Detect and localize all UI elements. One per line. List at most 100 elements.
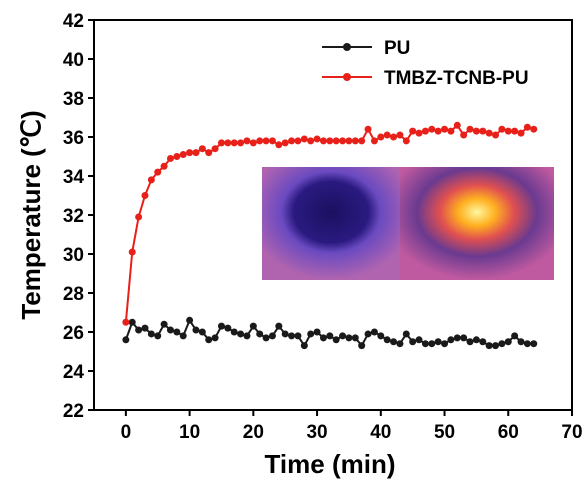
data-point <box>364 330 372 338</box>
data-point <box>434 127 442 135</box>
data-point <box>415 336 423 344</box>
data-point <box>479 127 487 135</box>
data-point <box>441 340 449 348</box>
data-point <box>230 328 238 336</box>
data-point <box>479 338 487 346</box>
data-point <box>275 141 283 149</box>
legend-label: PU <box>384 38 410 59</box>
x-tick-label: 60 <box>498 422 519 443</box>
data-point <box>313 328 321 336</box>
data-point <box>128 318 136 326</box>
data-point <box>147 176 155 184</box>
data-point <box>383 336 391 344</box>
data-point <box>186 149 194 157</box>
data-point <box>326 332 334 340</box>
data-point <box>453 334 461 342</box>
data-point <box>256 137 264 145</box>
data-point <box>249 322 257 330</box>
data-point <box>128 248 136 256</box>
data-point <box>173 328 181 336</box>
data-point <box>294 332 302 340</box>
data-point <box>135 213 143 221</box>
data-point <box>453 121 461 129</box>
y-tick-label: 28 <box>63 284 84 305</box>
data-point <box>288 332 296 340</box>
data-point <box>300 135 308 143</box>
data-point <box>332 336 340 344</box>
x-axis-title: Time (min) <box>265 449 396 479</box>
data-point <box>147 330 155 338</box>
data-point <box>530 125 538 133</box>
y-axis-title: Temperature (℃) <box>16 110 46 319</box>
data-point <box>192 326 200 334</box>
legend-marker <box>343 43 351 51</box>
data-point <box>249 139 257 147</box>
data-point <box>472 127 480 135</box>
data-point <box>166 154 174 162</box>
inset-image <box>262 167 554 280</box>
legend-label: TMBZ-TCNB-PU <box>384 68 529 89</box>
data-point <box>358 137 366 145</box>
data-point <box>154 332 162 340</box>
data-point <box>230 139 238 147</box>
data-point <box>224 139 232 147</box>
y-tick-label: 38 <box>63 89 84 110</box>
data-point <box>460 334 468 342</box>
data-point <box>485 342 493 350</box>
data-point <box>166 326 174 334</box>
data-point <box>472 336 480 344</box>
data-point <box>523 123 531 131</box>
data-point <box>237 330 245 338</box>
data-point <box>160 162 168 170</box>
data-point <box>122 336 130 344</box>
data-point <box>332 137 340 145</box>
x-tick-label: 40 <box>370 422 391 443</box>
x-tick-label: 50 <box>434 422 455 443</box>
data-point <box>441 125 449 133</box>
data-point <box>364 125 372 133</box>
data-point <box>466 125 474 133</box>
data-point <box>428 340 436 348</box>
data-point <box>409 127 417 135</box>
data-point <box>402 330 410 338</box>
data-point <box>421 340 429 348</box>
x-tick-label: 0 <box>121 422 132 443</box>
y-tick-label: 40 <box>63 50 84 71</box>
data-point <box>275 322 283 330</box>
data-point <box>141 324 149 332</box>
y-tick-label: 42 <box>63 11 84 32</box>
data-point <box>447 127 455 135</box>
data-point <box>243 332 251 340</box>
data-point <box>268 137 276 145</box>
data-point <box>383 131 391 139</box>
data-point <box>205 336 213 344</box>
y-tick-label: 24 <box>63 362 85 383</box>
data-point <box>511 127 519 135</box>
data-point <box>186 316 194 324</box>
data-point <box>396 340 404 348</box>
data-point <box>351 334 359 342</box>
y-tick-label: 26 <box>63 323 84 344</box>
data-point <box>294 137 302 145</box>
data-point <box>358 342 366 350</box>
data-point <box>466 338 474 346</box>
data-point <box>281 330 289 338</box>
data-point <box>460 131 468 139</box>
data-point <box>504 338 512 346</box>
data-point <box>485 129 493 137</box>
data-point <box>262 137 270 145</box>
data-point <box>237 139 245 147</box>
data-point <box>498 340 506 348</box>
data-point <box>205 149 213 157</box>
x-tick-label: 20 <box>243 422 264 443</box>
data-point <box>377 332 385 340</box>
data-point <box>256 330 264 338</box>
data-point <box>377 133 385 141</box>
data-point <box>447 336 455 344</box>
data-point <box>351 137 359 145</box>
data-point <box>339 137 347 145</box>
data-point <box>517 338 525 346</box>
data-point <box>268 332 276 340</box>
data-point <box>313 135 321 143</box>
data-point <box>192 149 200 157</box>
